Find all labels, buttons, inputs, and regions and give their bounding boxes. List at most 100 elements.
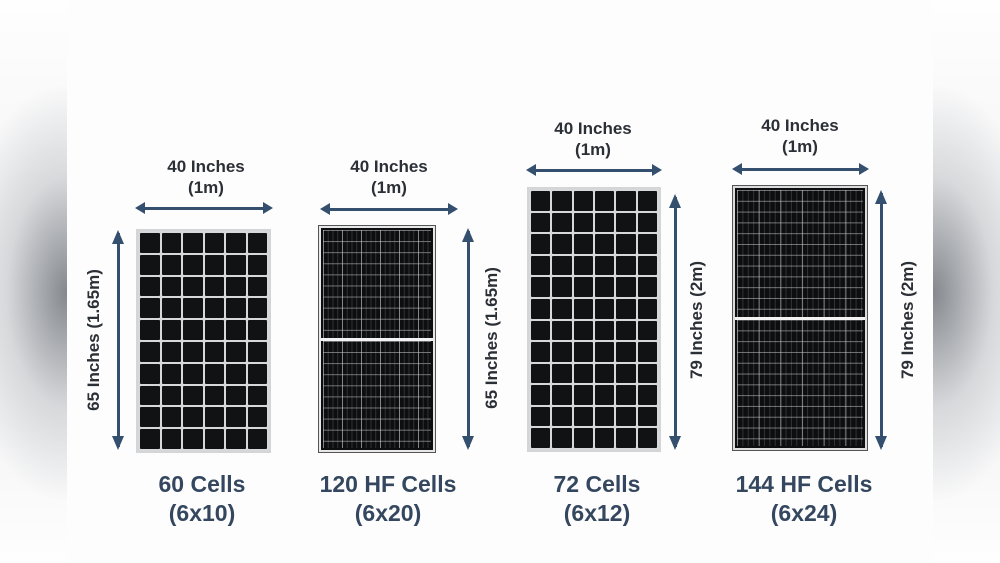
solar-cell xyxy=(531,406,551,427)
solar-cell xyxy=(616,320,636,341)
width-label-meters: (1m) xyxy=(782,137,818,156)
solar-cell xyxy=(573,385,593,405)
solar-cell xyxy=(183,407,203,428)
width-arrow-icon xyxy=(135,202,273,214)
solar-cell xyxy=(637,428,657,448)
width-label: 40 Inches (1m) xyxy=(309,156,469,198)
height-label: 79 Inches (2m) xyxy=(898,260,917,380)
solar-cell xyxy=(226,341,246,362)
solar-cell xyxy=(161,254,181,275)
solar-cell xyxy=(573,363,593,384)
solar-cell xyxy=(552,191,572,211)
solar-cell xyxy=(226,320,246,340)
panel-split-line xyxy=(321,338,433,341)
solar-cell xyxy=(247,407,267,428)
solar-cell xyxy=(247,320,267,340)
solar-cell xyxy=(183,298,203,319)
solar-cell xyxy=(226,429,246,449)
caption-cell-count: 144 HF Cells xyxy=(735,471,873,497)
solar-cell xyxy=(531,320,551,341)
panel-caption: 144 HF Cells (6x24) xyxy=(694,470,914,528)
solar-cell xyxy=(552,277,572,297)
height-arrow-icon xyxy=(112,230,124,450)
solar-cell xyxy=(595,191,615,211)
solar-cell xyxy=(247,276,267,297)
solar-cell xyxy=(204,429,224,449)
right-blurred-background xyxy=(933,0,1000,563)
height-arrow-icon xyxy=(875,190,887,450)
solar-cell xyxy=(616,406,636,427)
solar-cell xyxy=(637,385,657,405)
width-label-meters: (1m) xyxy=(575,140,611,159)
width-label-meters: (1m) xyxy=(188,178,224,197)
solar-cell xyxy=(552,428,572,448)
solar-cell xyxy=(247,429,267,449)
solar-cell xyxy=(140,276,160,297)
solar-cell xyxy=(573,212,593,233)
solar-cell xyxy=(616,191,636,211)
solar-cell xyxy=(637,255,657,276)
solar-cell xyxy=(247,233,267,253)
solar-cell xyxy=(247,298,267,319)
caption-cell-layout: (6x24) xyxy=(770,500,838,526)
solar-cell xyxy=(183,276,203,297)
width-label-inches: 40 Inches xyxy=(761,116,839,135)
solar-cell xyxy=(161,320,181,340)
solar-cell xyxy=(531,234,551,254)
height-arrow-icon xyxy=(462,228,474,450)
solar-cell xyxy=(573,298,593,319)
width-arrow-icon xyxy=(732,163,869,175)
caption-cell-count: 60 Cells xyxy=(158,471,246,497)
solar-cell xyxy=(183,341,203,362)
solar-cell xyxy=(531,255,551,276)
solar-cell xyxy=(183,363,203,384)
solar-cell xyxy=(552,320,572,341)
solar-cell xyxy=(637,298,657,319)
solar-cell xyxy=(637,342,657,362)
solar-cell xyxy=(573,342,593,362)
solar-cell xyxy=(595,406,615,427)
solar-cell xyxy=(595,320,615,341)
width-label: 40 Inches (1m) xyxy=(126,156,286,198)
solar-cell xyxy=(616,342,636,362)
height-label: 65 Inches (1.65m) xyxy=(84,269,103,411)
solar-cell xyxy=(140,254,160,275)
solar-cell xyxy=(226,363,246,384)
solar-cell xyxy=(616,385,636,405)
solar-cell xyxy=(637,363,657,384)
left-blurred-background xyxy=(0,0,67,563)
panel-caption: 120 HF Cells (6x20) xyxy=(278,470,498,528)
solar-cell xyxy=(531,363,551,384)
solar-cell xyxy=(573,406,593,427)
solar-cell xyxy=(183,320,203,340)
width-arrow-icon xyxy=(320,203,458,215)
width-arrow-icon xyxy=(526,164,662,176)
solar-cell xyxy=(226,276,246,297)
solar-cell xyxy=(637,406,657,427)
solar-cell xyxy=(531,298,551,319)
solar-cell xyxy=(183,429,203,449)
solar-cell xyxy=(552,363,572,384)
width-label-inches: 40 Inches xyxy=(167,157,245,176)
width-label: 40 Inches (1m) xyxy=(720,115,880,157)
solar-cell xyxy=(595,363,615,384)
solar-cell xyxy=(616,363,636,384)
solar-cell xyxy=(595,298,615,319)
solar-cell xyxy=(573,191,593,211)
solar-cell xyxy=(161,233,181,253)
solar-cell xyxy=(552,234,572,254)
solar-cell xyxy=(204,320,224,340)
width-label-meters: (1m) xyxy=(371,178,407,197)
solar-cell xyxy=(595,342,615,362)
solar-cell xyxy=(204,298,224,319)
panel-caption: 72 Cells (6x12) xyxy=(487,470,707,528)
solar-cell xyxy=(247,385,267,406)
solar-cell xyxy=(552,385,572,405)
solar-panel-120-half-cut xyxy=(319,226,435,452)
solar-cell xyxy=(552,212,572,233)
solar-panel-60-cell xyxy=(136,229,271,453)
solar-cell xyxy=(531,385,551,405)
solar-cell xyxy=(573,320,593,341)
width-label-inches: 40 Inches xyxy=(350,157,428,176)
solar-cell xyxy=(140,341,160,362)
